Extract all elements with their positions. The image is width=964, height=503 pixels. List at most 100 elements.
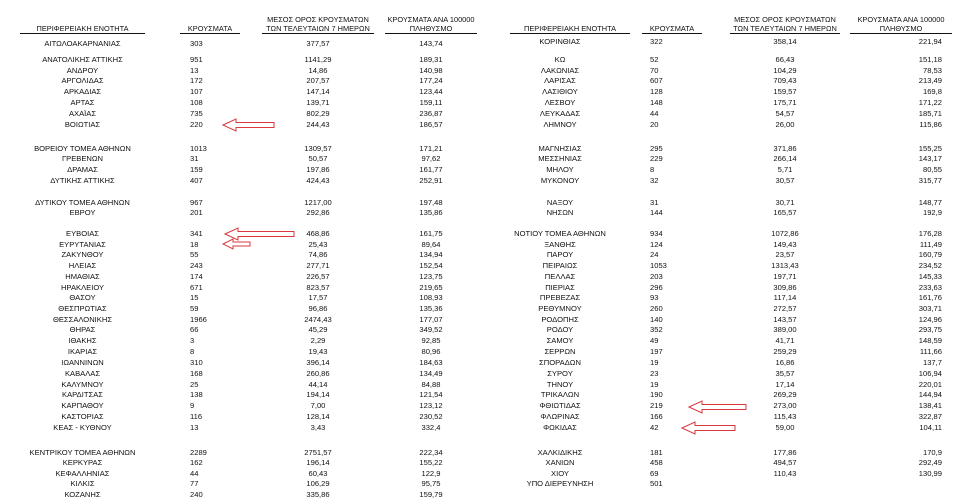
cell-per100k: 220,01	[918, 380, 942, 389]
table-row: ΛΗΜΝΟΥ 20 26,00 115,86	[482, 120, 964, 130]
cell-avg7: 197,71	[773, 272, 797, 281]
cell-per100k: 106,94	[918, 369, 942, 378]
header-region-label: ΠΕΡΙΦΕΡΕΙΑΚΗ ΕΝΟΤΗΤΑ	[524, 24, 616, 33]
cell-per100k: 122,9	[421, 469, 441, 478]
cell-region: ΚΩ	[554, 55, 566, 64]
cell-region: ΖΑΚΥΝΘΟΥ	[61, 250, 104, 259]
cell-avg7: 1309,57	[304, 144, 332, 153]
cell-cases: 607	[650, 76, 663, 85]
cell-per100k: 80,96	[421, 347, 441, 356]
cell-cases: 13	[190, 423, 199, 432]
table-row: ΙΘΑΚΗΣ 3 2,29 92,85	[0, 336, 480, 346]
cell-region: ΡΕΘΥΜΝΟΥ	[538, 304, 582, 313]
cell-per100k: 185,71	[918, 109, 942, 118]
cell-per100k: 148,77	[918, 198, 942, 207]
header-per100k-line1: ΚΡΟΥΣΜΑΤΑ ΑΝΑ 100000	[857, 15, 945, 24]
table-row: ΧΑΝΙΩΝ 458 494,57 292,49	[482, 458, 964, 468]
cell-per100k: 135,36	[419, 304, 443, 313]
cell-cases: 59	[190, 304, 199, 313]
table-row: ΜΗΛΟΥ 8 5,71 80,55	[482, 165, 964, 175]
cell-per100k: 121,54	[419, 390, 443, 399]
cell-per100k: 140,98	[419, 66, 443, 75]
cell-per100k: 89,64	[421, 240, 441, 249]
header-per100k: ΚΡΟΥΣΜΑΤΑ ΑΝΑ 100000 ΠΛΗΘΥΣΜΟ	[850, 15, 952, 34]
table-row: ΙΚΑΡΙΑΣ 8 19,43 80,96	[0, 347, 480, 357]
cell-region: ΚΙΛΚΙΣ	[70, 479, 95, 488]
table-row: ΒΟΡΕΙΟΥ ΤΟΜΕΑ ΑΘΗΝΩΝ 1013 1309,57 171,21	[0, 144, 480, 154]
cell-region: ΛΑΣΙΘΙΟΥ	[542, 87, 578, 96]
cell-per100k: 171,22	[918, 98, 942, 107]
cell-avg7: 1141,29	[304, 55, 332, 64]
cell-region: ΣΕΡΡΩΝ	[544, 347, 576, 356]
cell-avg7: 358,14	[773, 37, 797, 46]
cell-cases: 70	[650, 66, 659, 75]
red-arrow-icon	[222, 238, 251, 250]
cell-cases: 735	[190, 109, 203, 118]
cell-region: ΘΗΡΑΣ	[69, 325, 96, 334]
cell-cases: 220	[190, 120, 203, 129]
cell-avg7: 269,29	[773, 390, 797, 399]
cell-region: ΣΥΡΟΥ	[547, 369, 573, 378]
cell-cases: 19	[650, 358, 659, 367]
cell-region: ΜΗΛΟΥ	[546, 165, 574, 174]
cell-cases: 458	[650, 458, 663, 467]
cell-avg7	[730, 479, 840, 489]
cell-region: ΙΚΑΡΙΑΣ	[67, 347, 98, 356]
cell-avg7: 2,29	[310, 336, 326, 345]
cell-region: ΚΑΒΑΛΑΣ	[64, 369, 101, 378]
cell-avg7: 74,86	[308, 250, 328, 259]
header-avg7-line1: ΜΕΣΟΣ ΟΡΟΣ ΚΡΟΥΣΜΑΤΩΝ	[734, 15, 836, 24]
header-avg7: ΜΕΣΟΣ ΟΡΟΣ ΚΡΟΥΣΜΑΤΩΝ ΤΩΝ ΤΕΛΕΥΤΑΙΩΝ 7 ΗΜ…	[730, 15, 840, 34]
cell-cases: 229	[650, 154, 663, 163]
cell-cases: 190	[650, 390, 663, 399]
cell-avg7: 16,86	[775, 358, 795, 367]
table-row: ΣΑΜΟΥ 49 41,71 148,59	[482, 336, 964, 346]
cell-cases: 303	[190, 39, 203, 48]
cell-per100k: 322,87	[918, 412, 942, 421]
cell-per100k: 192,9	[922, 208, 942, 217]
cell-region: ΒΟΙΩΤΙΑΣ	[64, 120, 101, 129]
cell-region: ΠΕΛΛΑΣ	[544, 272, 576, 281]
cell-region: ΦΘΙΩΤΙΔΑΣ	[539, 401, 581, 410]
header-avg7-line2: ΤΩΝ ΤΕΛΕΥΤΑΙΩΝ 7 ΗΜΕΡΩΝ	[266, 24, 370, 33]
cell-region: ΗΛΕΙΑΣ	[68, 261, 97, 270]
cell-avg7: 2474,43	[304, 315, 332, 324]
cell-cases: 310	[190, 358, 203, 367]
table-row: ΑΡΤΑΣ 108 139,71 159,11	[0, 98, 480, 108]
cell-region: ΠΕΙΡΑΙΩΣ	[542, 261, 578, 270]
cell-cases: 69	[650, 469, 659, 478]
table-row: ΘΕΣΣΑΛΟΝΙΚΗΣ 1966 2474,43 177,07	[0, 315, 480, 325]
cell-avg7: 424,43	[306, 176, 330, 185]
table-row: ΕΥΡΥΤΑΝΙΑΣ 18 25,43 89,64	[0, 240, 480, 250]
cell-per100k: 104,11	[919, 423, 942, 432]
cell-per100k: 303,71	[918, 304, 942, 313]
cell-avg7: 389,00	[773, 325, 797, 334]
cell-per100k: 177,24	[419, 76, 443, 85]
table-row: ΚΟΖΑΝΗΣ 240 335,86 159,79	[0, 490, 480, 500]
cell-region: ΛΗΜΝΟΥ	[543, 120, 577, 129]
cell-avg7: 50,57	[308, 154, 328, 163]
cell-per100k: 148,59	[918, 336, 942, 345]
right-table: ΠΕΡΙΦΕΡΕΙΑΚΗ ΕΝΟΤΗΤΑ ΚΡΟΥΣΜΑΤΑ ΜΕΣΟΣ ΟΡΟ…	[482, 0, 964, 503]
cell-region: ΛΑΚΩΝΙΑΣ	[540, 66, 580, 75]
cell-region: ΦΛΩΡΙΝΑΣ	[540, 412, 580, 421]
table-row: ΛΕΣΒΟΥ 148 175,71 171,22	[482, 98, 964, 108]
table-row: ΛΑΚΩΝΙΑΣ 70 104,29 78,53	[482, 66, 964, 76]
cell-cases: 44	[190, 469, 199, 478]
table-row: ΠΑΡΟΥ 24 23,57 160,79	[482, 250, 964, 260]
table-row: ΑΡΚΑΔΙΑΣ 107 147,14 123,44	[0, 87, 480, 97]
cell-cases: 162	[190, 458, 203, 467]
header-cases: ΚΡΟΥΣΜΑΤΑ	[180, 24, 240, 34]
cell-cases: 13	[190, 66, 199, 75]
table-row: ΠΙΕΡΙΑΣ 296 309,86 233,63	[482, 283, 964, 293]
header-region-label: ΠΕΡΙΦΕΡΕΙΑΚΗ ΕΝΟΤΗΤΑ	[36, 24, 129, 33]
cell-cases: 144	[650, 208, 663, 217]
cell-region: ΛΑΡΙΣΑΣ	[544, 76, 576, 85]
cell-avg7: 17,14	[775, 380, 795, 389]
table-row: ΔΥΤΙΚΗΣ ΑΤΤΙΚΗΣ 407 424,43 252,91	[0, 176, 480, 186]
cell-region: ΙΘΑΚΗΣ	[68, 336, 97, 345]
cell-per100k: 161,76	[918, 293, 942, 302]
cell-region: ΜΕΣΣΗΝΙΑΣ	[538, 154, 582, 163]
table-row: ΧΙΟΥ 69 110,43 130,99	[482, 469, 964, 479]
